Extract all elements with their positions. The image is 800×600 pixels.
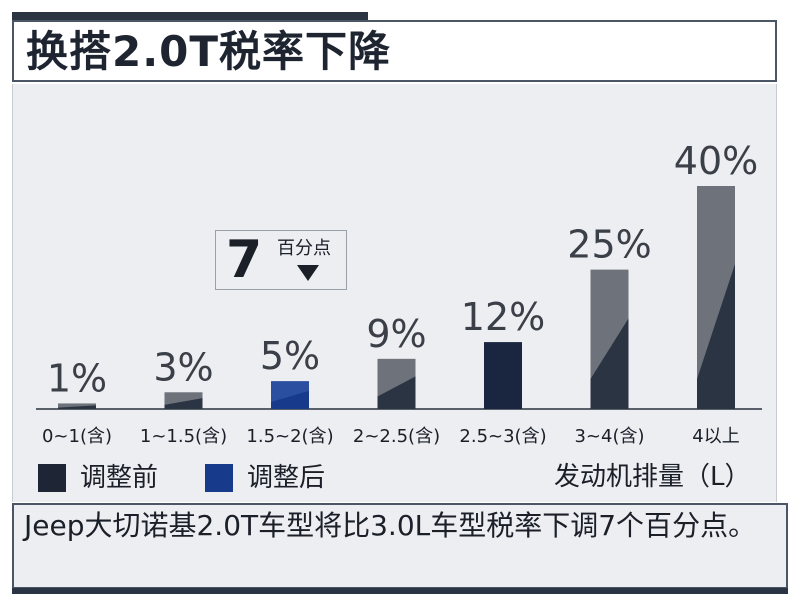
category-label-0: 0~1(含)	[42, 426, 112, 447]
legend-label-after: 调整后	[247, 463, 326, 493]
category-label-2: 1.5~2(含)	[246, 426, 333, 447]
category-label-1: 1~1.5(含)	[140, 426, 227, 447]
category-label-6: 4以上	[692, 426, 739, 447]
value-label-3: 9%	[366, 312, 426, 356]
legend-swatch-after	[205, 464, 233, 492]
legend-label-before: 调整前	[80, 463, 159, 493]
chart-area	[12, 84, 777, 502]
bar-shade-4	[484, 365, 522, 409]
bar-shade-5	[590, 318, 629, 409]
bar-0	[58, 403, 96, 409]
value-label-4: 12%	[461, 295, 545, 339]
top-accent-bar	[12, 12, 368, 20]
bottom-accent-bar	[12, 588, 788, 594]
value-label-6: 40%	[674, 139, 758, 183]
bar-shade-1	[164, 398, 203, 409]
annotation-box	[215, 230, 347, 290]
caption-box	[12, 503, 788, 589]
category-label-3: 2~2.5(含)	[353, 426, 440, 447]
value-label-5: 25%	[567, 223, 651, 267]
down-arrow-icon	[297, 265, 319, 281]
value-label-2: 5%	[260, 334, 320, 378]
annotation-text: 百分点	[277, 238, 331, 259]
bar-shade-6	[697, 264, 735, 409]
category-label-4: 2.5~3(含)	[459, 426, 546, 447]
chart-title: 换搭2.0T税率下降	[26, 27, 392, 76]
bar-shade-3	[377, 376, 416, 409]
legend-item-after: 调整后	[205, 462, 325, 494]
bar-shade-2	[271, 390, 309, 409]
x-axis-label: 发动机排量（L）	[554, 462, 751, 492]
legend-swatch-before	[38, 464, 66, 492]
caption-text: Jeep大切诺基2.0T车型将比3.0L车型税率下调7个百分点。	[24, 509, 757, 542]
value-label-0: 1%	[47, 356, 107, 400]
value-label-1: 3%	[153, 345, 213, 389]
title-box	[12, 20, 777, 82]
annotation-number: 7	[226, 230, 263, 290]
legend-item-before: 调整前	[38, 462, 158, 494]
bar-shade-0	[58, 405, 96, 409]
category-label-5: 3~4(含)	[574, 426, 644, 447]
